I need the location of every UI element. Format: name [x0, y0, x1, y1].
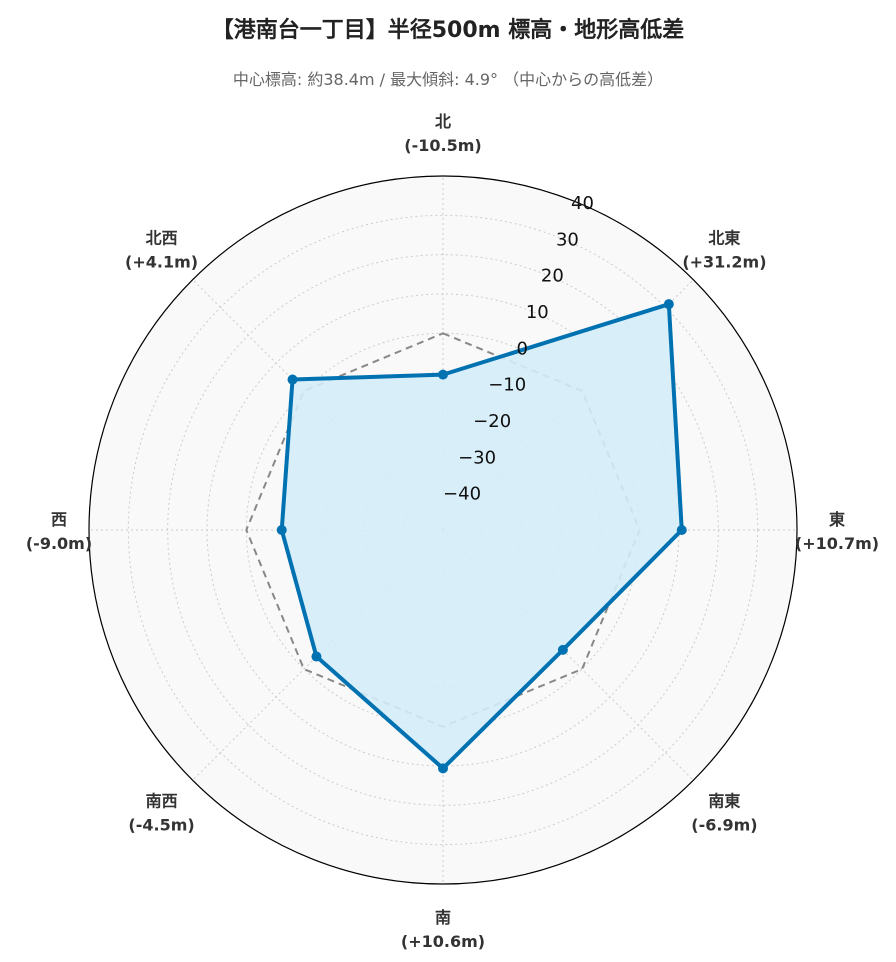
data-point: [276, 525, 287, 535]
data-point: [557, 644, 568, 655]
data-point: [438, 763, 448, 774]
radial-tick-label: 40: [571, 193, 594, 214]
direction-label: 南東: [708, 791, 740, 810]
direction-diff-label: (+31.2m): [682, 253, 766, 272]
radial-tick-label: −10: [488, 375, 526, 396]
direction-diff-label: (-6.9m): [691, 815, 757, 834]
data-point: [438, 369, 448, 380]
direction-label: 西: [51, 510, 67, 529]
radial-tick-label: 30: [556, 229, 579, 250]
data-point: [311, 651, 322, 662]
chart-subtitle: 中心標高: 約38.4m / 最大傾斜: 4.9° （中心からの高低差）: [232, 70, 664, 89]
data-point: [663, 299, 674, 310]
radial-tick-label: −30: [458, 447, 496, 468]
plot-outline: [88, 175, 798, 885]
radial-tick-label: 20: [541, 266, 564, 287]
data-point: [676, 525, 687, 535]
direction-diff-label: (-9.0m): [26, 534, 92, 553]
direction-diff-label: (-10.5m): [404, 136, 481, 155]
direction-label: 南: [435, 908, 451, 927]
radial-tick-label: −40: [443, 484, 481, 505]
grid-spoke: [442, 529, 694, 781]
radial-tick-label: 0: [517, 338, 528, 359]
radial-tick-label: −20: [473, 411, 511, 432]
direction-label: 東: [829, 510, 845, 529]
series-area: [281, 304, 682, 769]
direction-diff-label: (+10.7m): [795, 534, 879, 553]
direction-label: 北東: [708, 229, 740, 248]
chart-title: 【港南台一丁目】半径500m 標高・地形高低差: [211, 18, 685, 43]
direction-diff-label: (-4.5m): [128, 815, 194, 834]
direction-label: 南西: [146, 791, 178, 810]
direction-diff-label: (+10.6m): [401, 932, 485, 951]
data-point: [287, 374, 298, 385]
grid-circle: [127, 214, 759, 846]
direction-diff-label: (+4.1m): [125, 253, 198, 272]
direction-label: 北西: [146, 229, 178, 248]
radial-tick-label: 10: [526, 302, 549, 323]
direction-label: 北: [435, 112, 451, 131]
